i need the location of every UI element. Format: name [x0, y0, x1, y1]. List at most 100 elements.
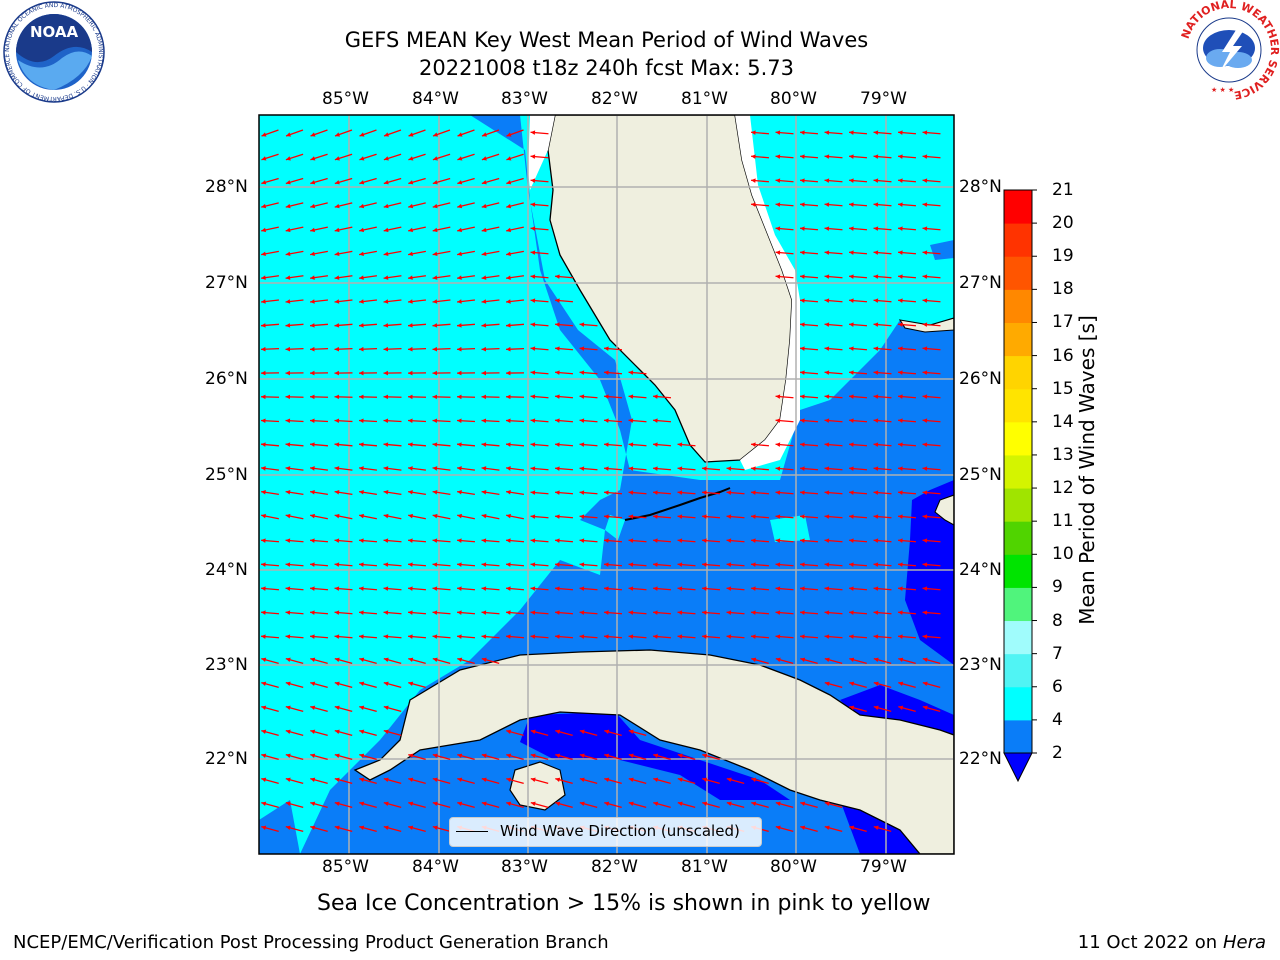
wind-arrow [653, 753, 671, 760]
colorbar-segment-3 [1004, 620, 1032, 655]
wind-arrow [285, 681, 304, 688]
wind-arrow [407, 634, 427, 639]
wind-arrow [481, 466, 500, 471]
wind-arrow [285, 490, 304, 496]
wind-arrow [334, 346, 353, 352]
wind-arrow [677, 490, 696, 495]
wind-arrow [848, 250, 868, 255]
wind-arrow [922, 562, 941, 567]
wind-arrow [432, 801, 451, 808]
wind-arrow [260, 466, 280, 471]
wind-arrow [897, 250, 917, 255]
wind-arrow [652, 634, 672, 639]
wind-arrow [481, 586, 500, 591]
wind-arrow [898, 681, 916, 688]
wind-arrow [359, 777, 377, 784]
wind-arrow [530, 729, 549, 736]
wind-arrow [383, 681, 402, 688]
wind-arrow [579, 394, 598, 399]
wind-arrow [873, 202, 892, 207]
wind-arrow [457, 777, 475, 784]
wind-arrow [456, 346, 476, 352]
wind-arrow [505, 466, 525, 471]
land-cuba [353, 649, 954, 854]
wind-arrow [922, 610, 941, 615]
wind-arrow [824, 346, 843, 351]
lat-label-left-25n: 25°N [205, 465, 248, 485]
wind-arrow [848, 322, 868, 327]
wind-arrow [824, 370, 843, 375]
wind-arrow [848, 490, 868, 495]
wind-arrow [848, 202, 868, 207]
wind-arrow [260, 394, 280, 400]
wind-arrow [505, 323, 525, 328]
wind-arrow [334, 370, 353, 376]
wind-arrow [824, 825, 843, 832]
wind-arrow [800, 825, 818, 832]
wind-arrow [775, 178, 794, 183]
wind-arrow [824, 634, 843, 639]
wind-arrow [530, 178, 549, 183]
wind-arrow [628, 514, 647, 519]
wind-arrow [285, 538, 304, 543]
wind-arrow [530, 610, 549, 615]
wind-arrow [726, 586, 745, 591]
wind-arrow [432, 490, 451, 496]
wind-arrow [922, 178, 941, 183]
wind-arrow [873, 322, 892, 327]
wind-arrow [775, 825, 794, 832]
colorbar-tick-label-14: 14 [1052, 411, 1074, 432]
wind-arrow [334, 490, 353, 496]
wind-arrow [922, 681, 941, 688]
lat-label-right-25n: 25°N [959, 465, 1002, 485]
wind-arrow [334, 705, 353, 712]
wind-arrow [456, 275, 476, 280]
wind-arrow [408, 490, 426, 496]
wind-arrow [481, 177, 500, 185]
wind-arrow [530, 346, 549, 351]
wind-arrow [261, 753, 279, 760]
wind-arrow [677, 586, 696, 591]
colorbar-tick-label-11: 11 [1052, 511, 1074, 532]
wind-arrow [701, 538, 721, 543]
wind-arrow [873, 610, 892, 615]
wind-arrow [383, 323, 402, 328]
wind-arrow [652, 538, 672, 543]
wind-arrow [432, 753, 451, 760]
wind-arrow [751, 801, 769, 808]
wind-arrow [751, 657, 769, 664]
wind-arrow [750, 514, 770, 519]
wind-arrow [554, 610, 574, 615]
wind-arrow [506, 777, 524, 784]
wind-arrow [383, 705, 402, 712]
wind-arrow [799, 514, 819, 519]
wind-arrow [849, 705, 867, 712]
wind-arrow [799, 322, 819, 327]
wind-arrow [922, 442, 941, 447]
wind-arrow [383, 634, 402, 639]
wind-arrow [824, 657, 843, 664]
wind-arrow [554, 298, 574, 303]
wind-arrow [922, 274, 941, 279]
lon-label-top-81w: 81°W [681, 89, 728, 109]
wind-arrow [775, 562, 794, 567]
wind-arrow [432, 513, 451, 520]
wind-arrow [799, 634, 819, 639]
sea-region-below-2s-bahamas [905, 480, 954, 665]
wind-arrow [824, 490, 843, 495]
wind-arrow [652, 610, 672, 615]
lon-label-bottom-82w: 82°W [591, 857, 638, 877]
lat-label-left-26n: 26°N [205, 369, 248, 389]
wind-arrow [334, 275, 353, 280]
wind-arrow [261, 202, 279, 209]
colorbar-segment-2 [1004, 653, 1032, 688]
wind-arrow [677, 634, 696, 639]
lon-label-bottom-80w: 80°W [770, 857, 817, 877]
wind-arrow [554, 418, 574, 423]
footer-date-text: 11 Oct 2022 on [1077, 932, 1223, 953]
wind-arrow [652, 394, 672, 399]
wind-arrow [359, 705, 377, 712]
wind-arrow [799, 442, 819, 447]
land-florida-white-edge [735, 115, 800, 470]
colorbar-segment-5 [1004, 554, 1032, 588]
